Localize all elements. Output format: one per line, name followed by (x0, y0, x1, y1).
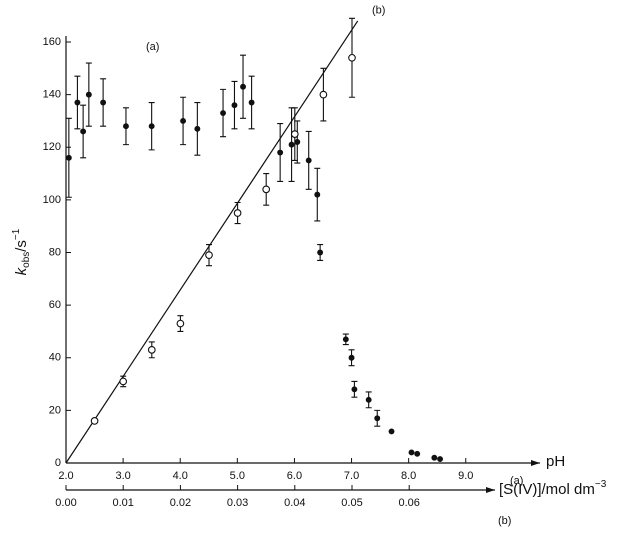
y-tick-label: 0 (55, 457, 61, 469)
x-axis-label: pH (546, 453, 565, 470)
x-tick-label: 7.0 (344, 470, 359, 482)
data-point (290, 130, 299, 138)
data-point (319, 90, 328, 99)
y-tick-label: 40 (49, 352, 61, 364)
data-point (205, 251, 213, 259)
data-point (408, 449, 415, 456)
data-point (100, 99, 107, 106)
data-point (374, 415, 381, 422)
data-point (176, 319, 185, 328)
data-point (123, 123, 129, 130)
data-point (365, 396, 372, 403)
x2-axis-label: [S(IV)]/mol dm−3 (499, 479, 607, 498)
x-tick-label: 4.0 (173, 470, 188, 482)
x-tick-label: 5.0 (230, 470, 245, 482)
x-tick-label: 0.03 (227, 497, 248, 509)
fit-line (65, 20, 359, 464)
y-tick-label: 160 (43, 36, 61, 48)
data-point (288, 141, 295, 148)
data-point (148, 123, 155, 130)
x-tick-label: 0.01 (112, 497, 133, 509)
x-tick-label: 0.06 (398, 497, 419, 509)
x-tick-label: 6.0 (287, 470, 302, 482)
data-point (305, 157, 312, 164)
data-point (180, 117, 187, 124)
x-axis-arrow (531, 460, 540, 466)
data-point (348, 53, 356, 62)
x2-axis-series-label: (b) (498, 515, 511, 527)
data-point (74, 99, 81, 106)
x2-axis-arrow (486, 487, 495, 493)
y-tick-label: 20 (49, 404, 61, 416)
data-point (294, 139, 301, 145)
x-tick-label: 2.0 (58, 470, 73, 482)
data-point (388, 428, 395, 435)
y-tick-label: 140 (43, 89, 61, 101)
data-point (147, 346, 156, 354)
x-axis-series-label: (a) (510, 475, 523, 487)
data-point (220, 110, 226, 116)
x-tick-label: 3.0 (115, 470, 130, 482)
data-point (119, 377, 128, 386)
data-point (437, 456, 444, 463)
data-point (414, 450, 421, 457)
data-point (240, 83, 246, 90)
annotation: (b) (372, 4, 385, 16)
y-tick-label: 60 (49, 299, 61, 311)
y-axis-label: kobs/s−1 (11, 228, 32, 275)
data-point (65, 154, 72, 161)
data-point (342, 336, 349, 343)
x-tick-label: 0.02 (170, 497, 191, 509)
data-point (314, 191, 321, 198)
data-point (85, 91, 92, 98)
x-tick-label: 9.0 (458, 470, 473, 482)
data-point (194, 125, 201, 132)
x-tick-label: 0.05 (341, 497, 362, 509)
data-point (248, 99, 255, 106)
y-tick-label: 80 (49, 246, 61, 258)
y-tick-label: 120 (43, 141, 61, 153)
data-point (348, 354, 355, 361)
data-point (277, 149, 284, 156)
y-tick-label: 100 (43, 194, 61, 206)
annotation: (a) (146, 41, 159, 53)
x-tick-label: 0.00 (55, 497, 76, 509)
data-point (431, 454, 438, 461)
x-tick-label: 0.04 (284, 497, 305, 509)
data-point (90, 417, 99, 425)
x-tick-label: 8.0 (401, 470, 416, 482)
data-point (317, 249, 324, 256)
data-point (233, 209, 242, 217)
data-point (231, 102, 238, 109)
data-point (80, 128, 87, 135)
data-point (262, 185, 271, 194)
data-point (351, 386, 358, 393)
